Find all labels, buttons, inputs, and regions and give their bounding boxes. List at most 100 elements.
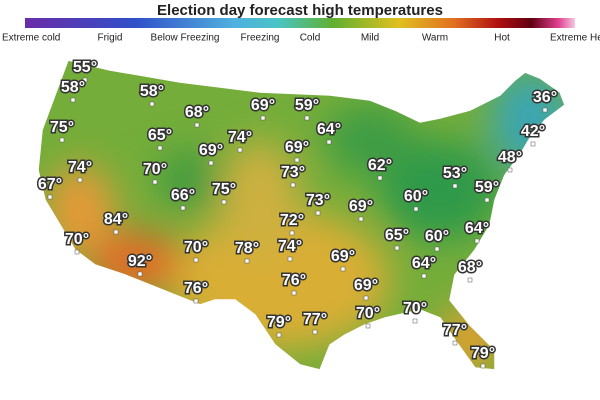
temperature-label: 79° [267,314,291,331]
temperature-label: 84° [104,211,128,228]
station-marker [152,179,158,185]
legend-label: Frigid [97,33,122,44]
station-marker [413,206,419,212]
station-marker [434,246,440,252]
station-marker [507,167,513,173]
temperature-label: 62° [368,157,392,174]
temperature-label: 73° [281,164,305,181]
temperature-label: 48° [498,149,522,166]
station-marker [237,147,243,153]
station-marker [452,183,458,189]
temperature-label: 60° [425,228,449,245]
station-marker [421,273,427,279]
station-marker [291,290,297,296]
temperature-label: 42° [521,123,545,140]
station-marker [289,230,295,236]
legend: Extreme cold Frigid Below Freezing Freezing… [2,33,600,44]
station-marker [113,229,119,235]
temperature-label: 70° [65,231,89,248]
station-marker [193,298,199,304]
temperature-label: 78° [235,240,259,257]
station-marker [194,122,200,128]
map-fill [38,60,565,370]
temperature-label: 53° [443,165,467,182]
temperature-labels: 55° 58° 58° 68° 69° 59° 36° 75° 65° 74° 64° 42° 69° 6… [36,58,559,369]
station-marker [193,257,199,263]
station-marker [467,277,473,283]
temperature-label: 65° [148,127,172,144]
legend-label: Extreme He [550,33,600,44]
temperature-label: 77° [303,311,327,328]
station-marker [157,145,163,151]
temperature-label: 59° [475,179,499,196]
station-marker [74,249,80,255]
temperature-label: 74° [228,129,252,146]
station-marker [294,157,300,163]
legend-label: Mild [361,33,379,44]
temperature-label: 55° [73,59,97,76]
temperature-label: 75° [50,119,74,136]
station-marker [77,177,83,183]
temperature-label: 70° [356,305,380,322]
temperature-label: 68° [458,259,482,276]
station-marker [221,199,227,205]
temperature-label: 92° [128,253,152,270]
temperature-label: 70° [143,161,167,178]
temperature-label: 77° [443,322,467,339]
temperature-label: 64° [317,121,341,138]
station-marker [412,318,418,324]
station-marker [394,245,400,251]
legend-label: Extreme cold [2,33,60,44]
station-marker [276,332,282,338]
temperature-label: 75° [212,181,236,198]
station-marker [59,137,65,143]
temperature-label: 74° [68,159,92,176]
station-marker [377,175,383,181]
temperature-label: 65° [385,227,409,244]
legend-label: Below Freezing [151,33,220,44]
temperature-label: 69° [331,248,355,265]
temperature-label: 76° [184,280,208,297]
temperature-label: 68° [185,104,209,121]
station-marker [315,210,321,216]
temperature-label: 79° [471,345,495,362]
station-marker [484,197,490,203]
station-marker [244,258,250,264]
temperature-label: 67° [38,176,62,193]
temperature-label: 58° [61,79,85,96]
temperature-label: 69° [251,97,275,114]
temperature-label: 59° [295,97,319,114]
temperature-label: 69° [354,277,378,294]
temperature-label: 64° [412,255,436,272]
station-marker [149,101,155,107]
temperature-label: 64° [465,220,489,237]
station-marker [474,238,480,244]
station-marker [452,340,458,346]
station-marker [358,216,364,222]
station-marker [208,160,214,166]
station-marker [290,182,296,188]
station-marker [137,271,143,277]
temperature-label: 76° [282,272,306,289]
station-marker [70,97,76,103]
temperature-label: 69° [199,142,223,159]
temperature-label: 66° [171,187,195,204]
temperature-label: 74° [278,238,302,255]
temperature-label: 60° [404,188,428,205]
temperature-label: 69° [349,198,373,215]
temperature-label: 70° [184,239,208,256]
station-marker [82,77,88,83]
station-marker [180,205,186,211]
legend-label: Freezing [241,33,280,44]
title: Election day forecast high temperatures [157,2,443,19]
station-marker [47,194,53,200]
station-marker [542,107,548,113]
legend-label: Cold [300,33,321,44]
station-marker [530,141,536,147]
station-marker [260,115,266,121]
station-marker [340,266,346,272]
legend-label: Hot [494,33,510,44]
temperature-label: 73° [306,192,330,209]
temperature-label: 70° [403,300,427,317]
